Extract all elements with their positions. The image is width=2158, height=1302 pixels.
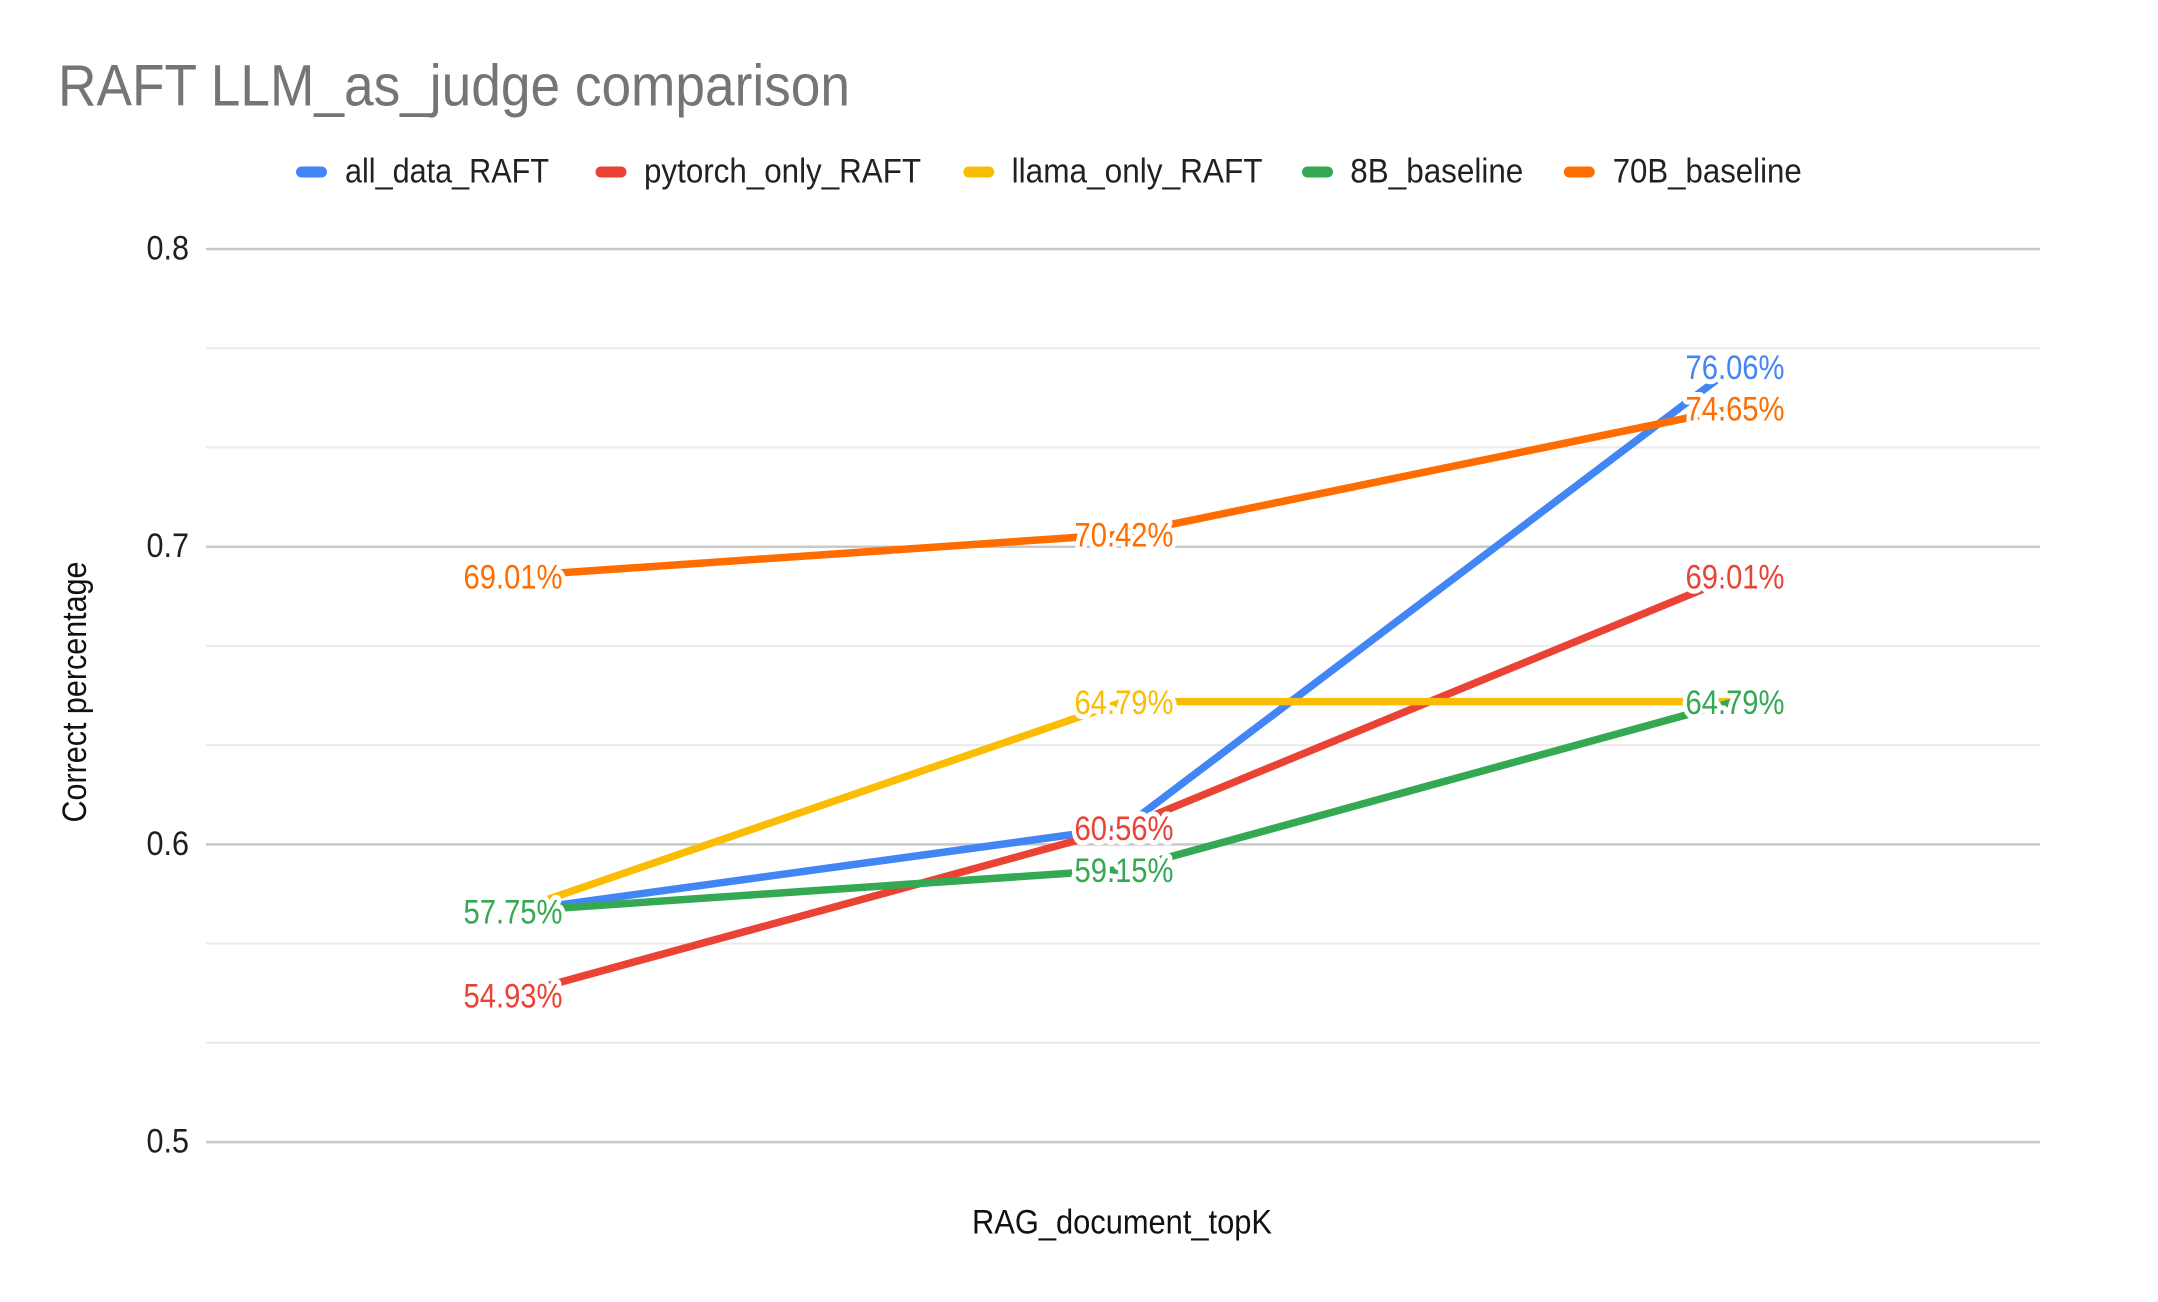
svg-text:54.93%: 54.93%	[464, 978, 563, 1016]
svg-text:64.79%: 64.79%	[1075, 684, 1174, 722]
svg-text:60.56%: 60.56%	[1075, 810, 1174, 848]
svg-text:all_data_RAFT: all_data_RAFT	[345, 153, 549, 191]
svg-text:57.75%: 57.75%	[464, 894, 563, 932]
svg-text:70.42%: 70.42%	[1075, 517, 1174, 555]
svg-text:69.01%: 69.01%	[464, 559, 563, 597]
svg-text:pytorch_only_RAFT: pytorch_only_RAFT	[644, 153, 921, 191]
svg-text:69.01%: 69.01%	[1686, 559, 1785, 597]
svg-text:74.65%: 74.65%	[1686, 391, 1785, 429]
svg-text:8B_baseline: 8B_baseline	[1350, 153, 1523, 191]
svg-text:RAFT LLM_as_judge comparison: RAFT LLM_as_judge comparison	[58, 54, 850, 119]
svg-text:70B_baseline: 70B_baseline	[1613, 153, 1802, 191]
svg-text:76.06%: 76.06%	[1686, 349, 1785, 387]
svg-text:llama_only_RAFT: llama_only_RAFT	[1012, 153, 1263, 191]
svg-text:0.7: 0.7	[147, 527, 190, 565]
svg-text:RAG_document_topK: RAG_document_topK	[972, 1204, 1272, 1242]
svg-text:0.6: 0.6	[147, 825, 190, 863]
svg-text:0.5: 0.5	[147, 1123, 190, 1161]
svg-text:64.79%: 64.79%	[1686, 684, 1785, 722]
svg-text:59.15%: 59.15%	[1075, 852, 1174, 890]
svg-text:Correct percentage: Correct percentage	[56, 562, 94, 823]
svg-text:0.8: 0.8	[147, 230, 190, 268]
